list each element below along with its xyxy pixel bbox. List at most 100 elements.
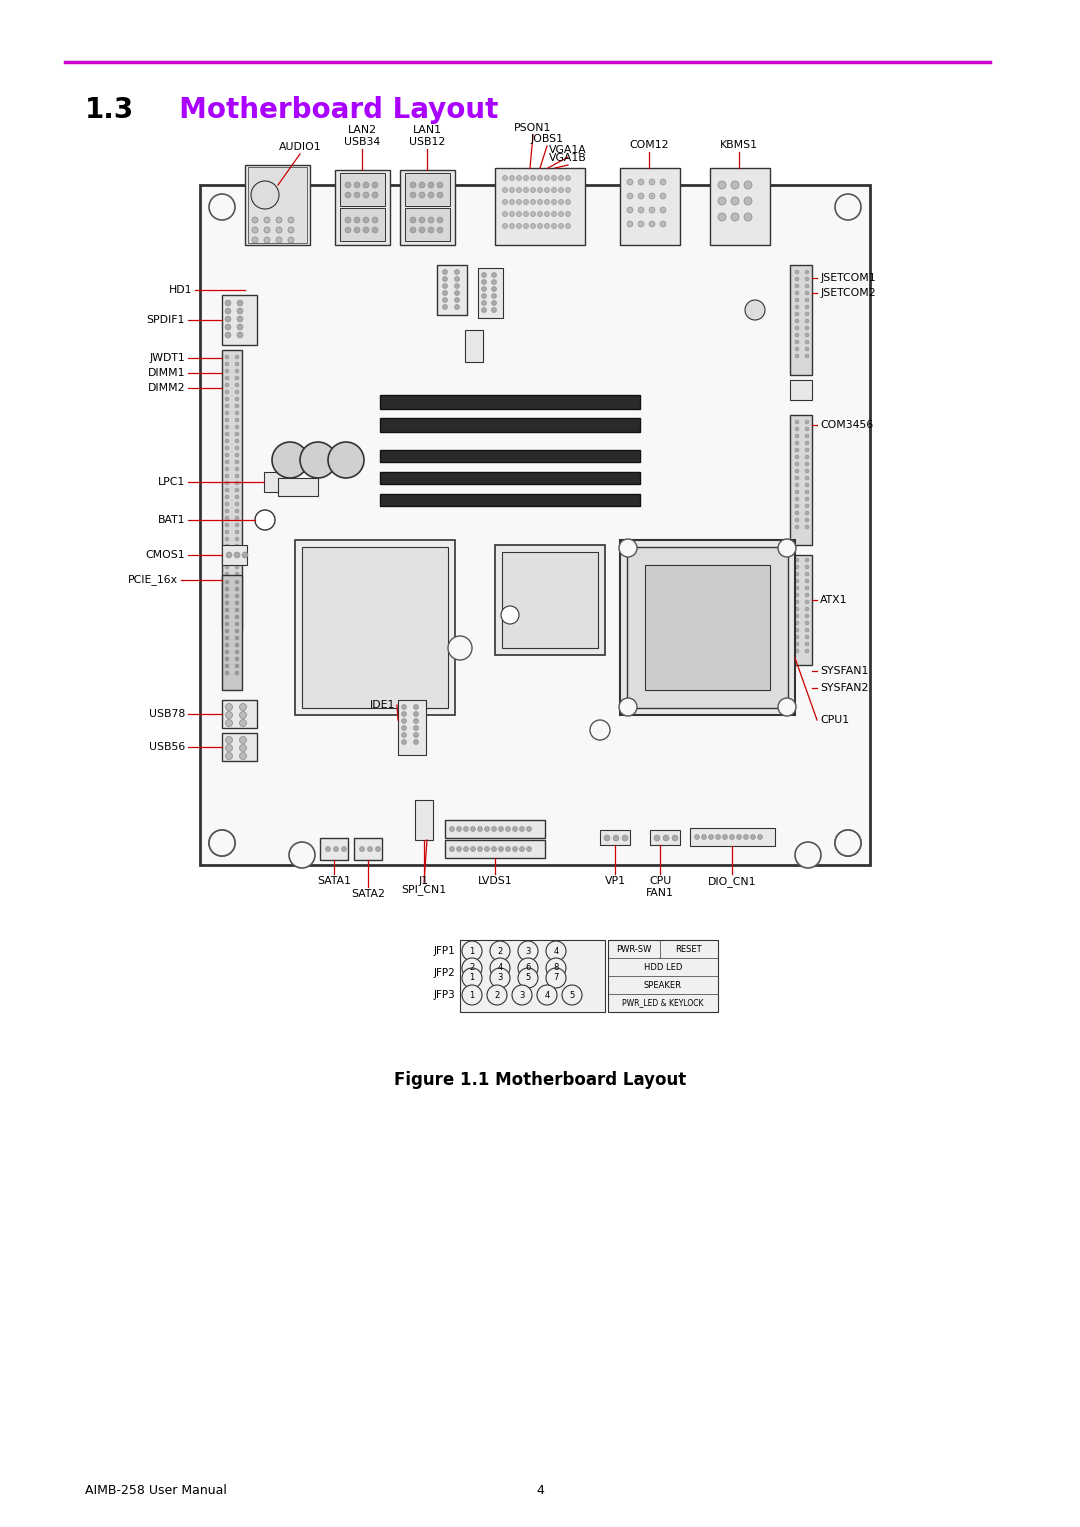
Circle shape	[235, 495, 239, 499]
Circle shape	[225, 495, 229, 499]
Bar	[789, 266, 812, 376]
Text: KBMS1: KBMS1	[720, 140, 758, 150]
Circle shape	[414, 712, 419, 716]
Circle shape	[225, 502, 229, 505]
Circle shape	[225, 354, 229, 359]
Circle shape	[499, 846, 503, 852]
Circle shape	[762, 686, 769, 692]
Circle shape	[530, 176, 536, 180]
Circle shape	[516, 212, 522, 217]
Circle shape	[566, 176, 570, 180]
Text: 4: 4	[498, 964, 502, 973]
Bar	[340, 208, 384, 241]
Circle shape	[225, 508, 229, 513]
Bar	[620, 168, 680, 244]
Circle shape	[235, 460, 239, 464]
Circle shape	[723, 834, 728, 840]
Circle shape	[235, 516, 239, 521]
Circle shape	[524, 176, 528, 180]
Circle shape	[795, 476, 799, 479]
Circle shape	[795, 469, 799, 473]
Circle shape	[805, 347, 809, 351]
Text: 1: 1	[470, 947, 474, 956]
Circle shape	[240, 736, 246, 744]
Text: VP1: VP1	[605, 876, 625, 886]
Circle shape	[805, 608, 809, 611]
Circle shape	[795, 428, 799, 431]
Circle shape	[235, 473, 239, 478]
Circle shape	[235, 538, 239, 541]
Circle shape	[240, 753, 246, 759]
Circle shape	[516, 176, 522, 180]
Circle shape	[490, 968, 510, 988]
Circle shape	[225, 579, 229, 583]
Circle shape	[795, 276, 799, 281]
Circle shape	[410, 217, 416, 223]
Circle shape	[235, 362, 239, 366]
Circle shape	[805, 586, 809, 589]
Circle shape	[485, 846, 489, 852]
Circle shape	[235, 551, 239, 554]
Circle shape	[518, 957, 538, 977]
Bar	[445, 820, 545, 838]
Circle shape	[363, 192, 369, 199]
Bar	[445, 840, 545, 858]
Circle shape	[372, 217, 378, 223]
Circle shape	[235, 418, 239, 421]
Circle shape	[235, 524, 239, 527]
Circle shape	[805, 319, 809, 324]
Circle shape	[795, 573, 799, 576]
Circle shape	[805, 333, 809, 337]
Circle shape	[795, 600, 799, 605]
Circle shape	[805, 565, 809, 570]
Circle shape	[660, 221, 666, 228]
Circle shape	[237, 324, 243, 330]
Circle shape	[235, 651, 239, 654]
Circle shape	[235, 670, 239, 675]
Circle shape	[552, 223, 556, 229]
Circle shape	[354, 182, 360, 188]
Circle shape	[805, 557, 809, 562]
Text: CMOS1: CMOS1	[146, 550, 185, 560]
Circle shape	[455, 290, 459, 296]
Text: 5: 5	[525, 974, 530, 982]
Circle shape	[235, 530, 239, 534]
Circle shape	[518, 968, 538, 988]
Circle shape	[328, 441, 364, 478]
Circle shape	[325, 846, 330, 852]
Circle shape	[225, 580, 229, 583]
Circle shape	[805, 490, 809, 495]
Circle shape	[402, 739, 406, 745]
Circle shape	[225, 308, 231, 315]
Bar	[627, 547, 788, 709]
Text: SYSFAN2: SYSFAN2	[820, 683, 868, 693]
Circle shape	[502, 188, 508, 192]
Circle shape	[795, 649, 799, 654]
Circle shape	[795, 463, 799, 466]
Circle shape	[566, 223, 570, 229]
Text: 3: 3	[525, 947, 530, 956]
Circle shape	[552, 176, 556, 180]
Circle shape	[372, 182, 378, 188]
Circle shape	[235, 657, 239, 661]
Circle shape	[649, 192, 654, 199]
Bar	[380, 495, 640, 505]
Bar	[405, 208, 450, 241]
Circle shape	[805, 635, 809, 638]
Circle shape	[235, 637, 239, 640]
Circle shape	[835, 831, 861, 857]
Circle shape	[795, 319, 799, 324]
Circle shape	[491, 307, 497, 313]
Circle shape	[226, 736, 232, 744]
Circle shape	[235, 602, 239, 605]
Circle shape	[225, 629, 229, 634]
Circle shape	[649, 179, 654, 185]
Circle shape	[524, 223, 528, 229]
Circle shape	[649, 208, 654, 212]
Circle shape	[501, 606, 519, 625]
Bar	[645, 565, 770, 690]
Circle shape	[731, 197, 739, 205]
Circle shape	[235, 467, 239, 470]
Circle shape	[524, 188, 528, 192]
Circle shape	[638, 192, 644, 199]
